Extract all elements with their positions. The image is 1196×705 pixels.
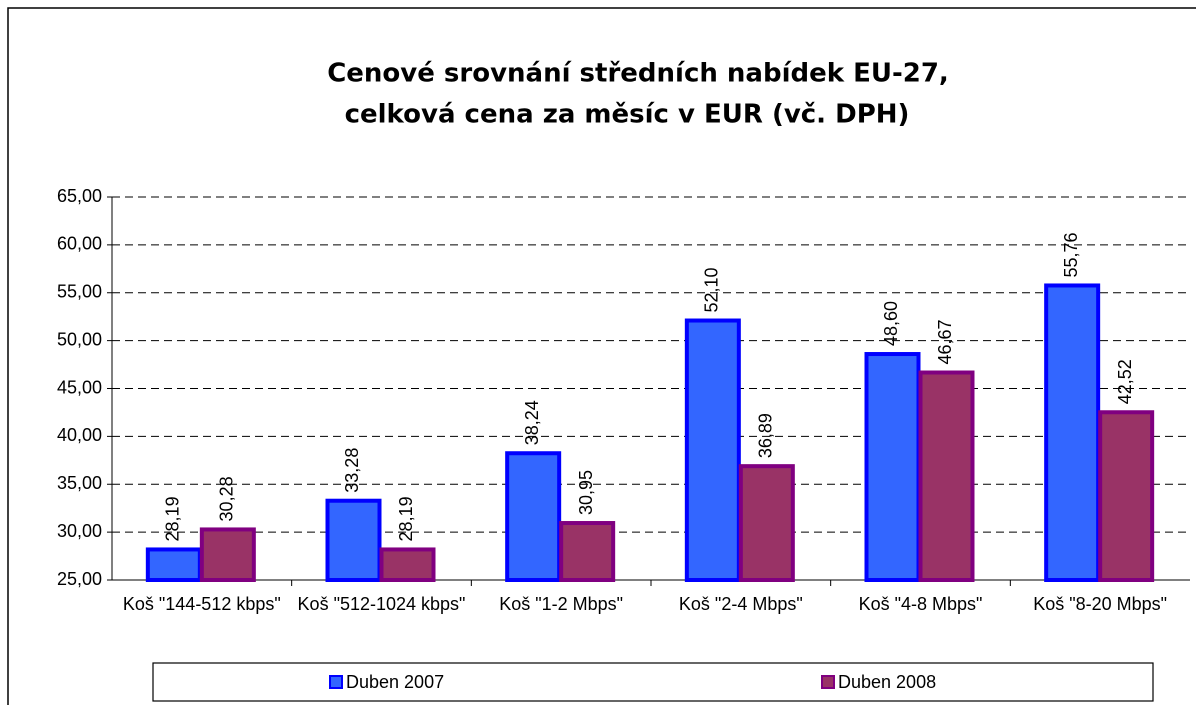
x-tick-label: Koš "144-512 kbps" xyxy=(122,594,281,614)
bar xyxy=(199,527,256,582)
legend-label: Duben 2007 xyxy=(346,672,444,692)
value-label: 52,10 xyxy=(702,267,722,312)
bar xyxy=(145,547,202,582)
bar xyxy=(1044,283,1101,582)
x-tick-label: Koš "2-4 Mbps" xyxy=(678,594,803,614)
value-label: 30,28 xyxy=(217,476,237,521)
x-tick-label: Koš "1-2 Mbps" xyxy=(499,594,624,614)
chart-border xyxy=(7,7,1196,705)
y-tick-label: 65,00 xyxy=(57,186,102,206)
y-tick-label: 50,00 xyxy=(57,329,102,349)
x-tick-label: Koš "4-8 Mbps" xyxy=(858,594,983,614)
y-tick-label: 35,00 xyxy=(57,473,102,493)
legend-swatch xyxy=(821,675,835,689)
value-label: 46,67 xyxy=(935,319,955,364)
value-label: 38,24 xyxy=(522,400,542,445)
value-label: 28,19 xyxy=(396,496,416,541)
bar xyxy=(379,547,436,582)
y-tick-label: 55,00 xyxy=(57,282,102,302)
value-label: 33,28 xyxy=(342,448,362,493)
legend-swatch xyxy=(329,675,343,689)
bar xyxy=(738,464,795,583)
bar xyxy=(325,498,382,582)
legend-label: Duben 2008 xyxy=(838,672,936,692)
y-tick-label: 60,00 xyxy=(57,234,102,254)
value-label: 30,95 xyxy=(576,470,596,515)
value-label: 42,52 xyxy=(1115,359,1135,404)
bar xyxy=(918,370,975,582)
bar xyxy=(559,521,616,582)
value-label: 28,19 xyxy=(163,496,183,541)
x-tick-label: Koš "8-20 Mbps" xyxy=(1033,594,1168,614)
y-tick-label: 40,00 xyxy=(57,425,102,445)
chart-title: Cenové srovnání středních nabídek EU-27, xyxy=(327,59,949,89)
bar xyxy=(864,352,921,582)
x-tick-label: Koš "512-1024 kbps" xyxy=(297,594,466,614)
value-label: 55,76 xyxy=(1061,232,1081,277)
y-tick-label: 25,00 xyxy=(57,569,102,589)
bar xyxy=(1098,410,1155,582)
y-tick-label: 30,00 xyxy=(57,521,102,541)
y-tick-label: 45,00 xyxy=(57,377,102,397)
legend-box xyxy=(152,662,1154,702)
bar xyxy=(684,318,741,582)
value-label: 48,60 xyxy=(881,301,901,346)
bar xyxy=(505,451,562,582)
chart-title: celková cena za měsíc v EUR (vč. DPH) xyxy=(345,100,910,130)
value-label: 36,89 xyxy=(756,413,776,458)
